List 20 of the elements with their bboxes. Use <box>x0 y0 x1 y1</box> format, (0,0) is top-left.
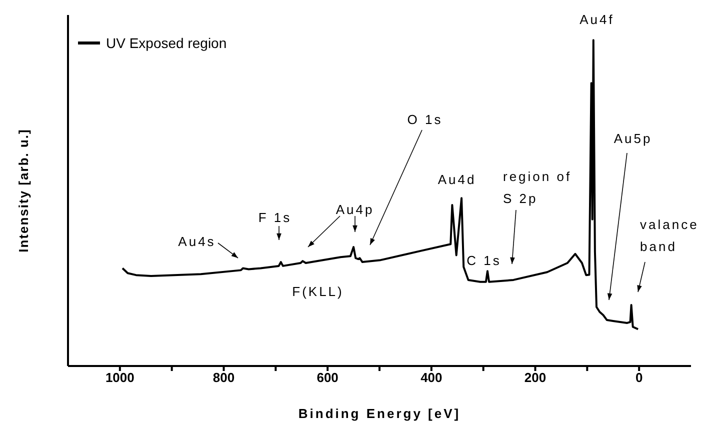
annotation: F(KLL) <box>292 284 344 298</box>
annotation: O 1s <box>407 112 443 126</box>
x-tick-label: 600 <box>316 370 338 386</box>
legend-label: UV Exposed region <box>106 35 227 51</box>
x-tick-label: 0 <box>635 370 643 386</box>
text: Au4f <box>580 12 614 26</box>
y-axis-title: Intensity [arb. u.] <box>16 128 31 252</box>
annotation: Au5p <box>614 130 652 146</box>
annotation: F 1s <box>258 210 292 224</box>
annotation: Au4s <box>178 234 216 248</box>
annotation: Au4p <box>336 202 374 216</box>
x-tick-label: 800 <box>212 370 235 386</box>
x-axis-title: Binding Energy [eV] <box>298 406 461 421</box>
annotation: valance band <box>640 216 699 254</box>
x-tick-label: 200 <box>524 370 546 386</box>
annotation: region of S 2p <box>503 168 572 206</box>
annotation: C 1s <box>466 252 502 268</box>
x-tick-label: 1000 <box>105 370 134 386</box>
annotation: Au4d <box>438 172 476 186</box>
x-tick-label: 400 <box>420 370 442 386</box>
